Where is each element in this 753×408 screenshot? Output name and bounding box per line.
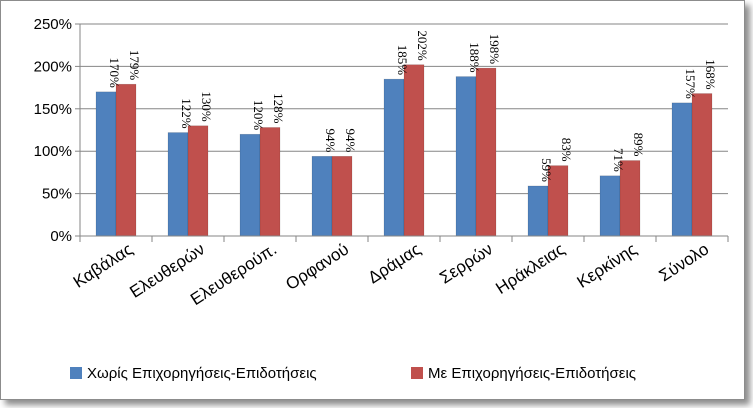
y-tick-label: 0% [50, 228, 72, 245]
data-labels: 170% 122% 120% 94% 185% 188% 59% 71% 157% 179% 130… [107, 30, 718, 182]
bar-without-subsidies [671, 102, 693, 237]
bars [95, 64, 713, 237]
bar-value-label: 128% [271, 93, 286, 124]
legend-swatch [411, 367, 423, 379]
bar-with-subsidies [331, 155, 353, 237]
bar-without-subsidies [599, 175, 621, 237]
bar-value-label: 120% [251, 100, 266, 130]
legend-swatch [70, 367, 82, 379]
x-tick-label: Δράμας [365, 239, 425, 287]
bar-value-label: 130% [199, 91, 214, 122]
bar-value-label: 94% [323, 128, 338, 152]
bar-without-subsidies [383, 78, 405, 237]
bar-value-label: 170% [107, 57, 122, 87]
x-tick-label: Καβάλας [70, 239, 136, 291]
y-tick-label: 250% [34, 16, 72, 33]
legend: Χωρίς Επιχορηγήσεις-Επιδοτήσεις Με Επιχορ… [70, 365, 636, 382]
bar-value-label: 198% [487, 34, 502, 65]
bar-with-subsidies [187, 125, 209, 237]
bar-value-label: 89% [631, 133, 646, 157]
x-tick-label: Ορφανού [282, 239, 352, 294]
bar-without-subsidies [527, 185, 549, 237]
bar-without-subsidies [311, 155, 333, 237]
y-tick-label: 100% [34, 143, 72, 160]
legend-label: Χωρίς Επιχορηγήσεις-Επιδοτήσεις [87, 365, 317, 382]
bar-with-subsidies [691, 93, 713, 237]
bar-value-label: 188% [467, 42, 482, 73]
bar-without-subsidies [455, 76, 477, 237]
bar-without-subsidies [239, 133, 261, 237]
bar-value-label: 185% [395, 45, 410, 75]
bar-value-label: 122% [179, 98, 194, 129]
bar-without-subsidies [167, 132, 189, 237]
x-tick-label: Ηράκλειας [492, 239, 568, 298]
bar-value-label: 59% [539, 158, 554, 182]
x-tick-label: Κερκίνης [574, 239, 641, 291]
bar-value-label: 71% [611, 148, 626, 172]
bar-with-subsidies [403, 64, 425, 237]
x-tick-label: Σερρών [436, 239, 496, 287]
bar-without-subsidies [95, 91, 117, 237]
bar-with-subsidies [619, 160, 641, 237]
legend-label: Με Επιχορηγήσεις-Επιδοτήσεις [428, 365, 636, 382]
bar-value-label: 202% [415, 30, 430, 61]
x-tick-label: Σύνολο [656, 239, 713, 285]
bar-value-label: 157% [683, 69, 698, 100]
bar-value-label: 168% [703, 59, 718, 89]
bar-value-label: 179% [127, 50, 142, 81]
bar-value-label: 83% [559, 138, 574, 162]
y-tick-label: 50% [42, 186, 72, 203]
y-tick-label: 200% [34, 58, 72, 75]
y-tick-label: 150% [34, 101, 72, 118]
bar-with-subsidies [115, 83, 137, 237]
bar-with-subsidies [259, 127, 281, 237]
bar-with-subsidies [475, 67, 497, 237]
bar-value-label: 94% [343, 128, 358, 152]
